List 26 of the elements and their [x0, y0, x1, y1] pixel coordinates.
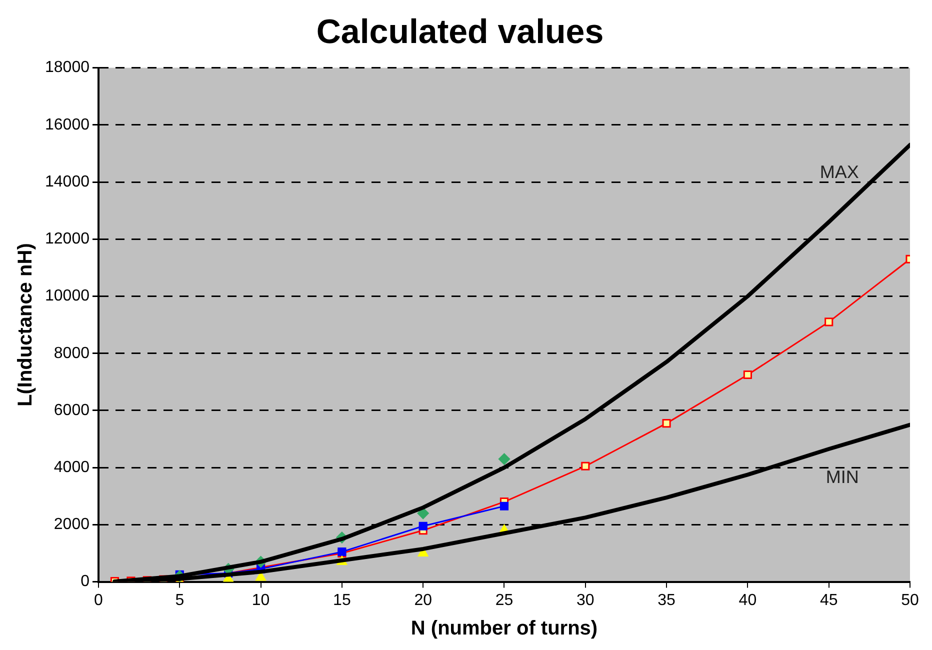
x-tick-label: 30 [576, 592, 594, 609]
x-tick-label: 25 [495, 592, 514, 609]
x-axis-title: N (number of turns) [410, 618, 598, 640]
x-tick-label: 45 [820, 592, 838, 609]
series-label: MIN [826, 466, 859, 487]
y-tick-label: 2000 [54, 516, 90, 534]
x-tick-label: 40 [738, 592, 757, 609]
x-tick-label: 50 [901, 592, 919, 609]
series-label: MAX [820, 162, 859, 182]
x-tick-label: 10 [252, 592, 270, 609]
x-tick-label: 35 [658, 592, 676, 609]
y-tick-label: 12000 [44, 230, 90, 248]
y-tick-label: 6000 [54, 402, 90, 419]
y-tick-label: 4000 [54, 458, 90, 476]
x-tick-label: 20 [414, 592, 432, 609]
chart-title: Calculated values [316, 12, 604, 51]
y-tick-label: 0 [80, 573, 90, 590]
x-tick-label: 5 [175, 592, 184, 609]
y-tick-label: 8000 [54, 344, 90, 362]
x-tick-label: 0 [94, 592, 104, 609]
y-tick-label: 10000 [44, 288, 90, 305]
x-tick-label: 15 [333, 592, 351, 609]
y-tick-label: 14000 [44, 173, 90, 190]
y-tick-label: 16000 [44, 116, 90, 134]
y-tick-label: 18000 [44, 59, 90, 76]
y-axis-title: L(Inductance nH) [14, 243, 37, 406]
